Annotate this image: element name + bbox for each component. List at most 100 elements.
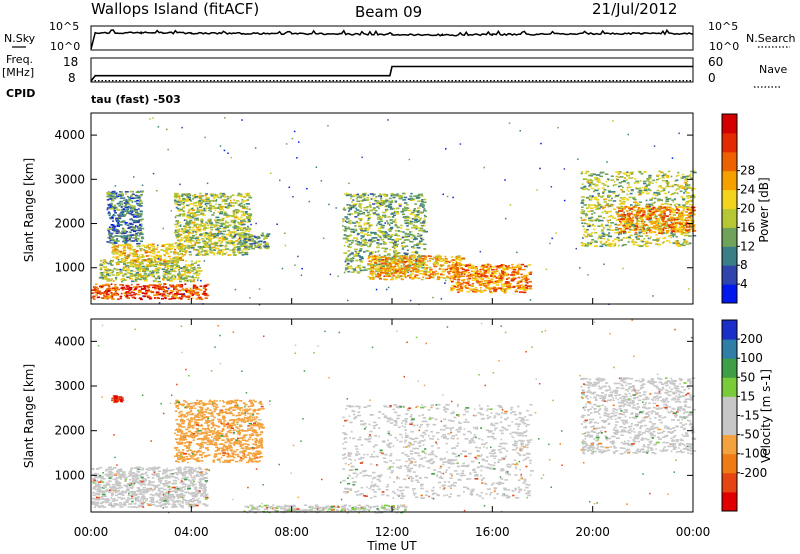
echo-cell [135,216,140,218]
echo-cell [197,195,201,197]
echo-cell [120,206,123,208]
echo-cell [103,295,108,298]
echo-cell [398,252,401,254]
echo-cell [136,269,140,271]
echo-cell [388,203,393,206]
echo-cell [189,219,193,222]
echo-cell [398,261,401,264]
echo-cell [384,230,387,233]
echo-cell [669,185,672,187]
echo-cell [590,173,594,175]
echo-cell [208,244,211,246]
echo-cell [123,202,126,204]
echo-cell [420,224,424,227]
echo-cell [186,196,190,198]
echo-cell [617,171,621,174]
echo-cell [216,247,220,250]
echo-cell [482,275,486,278]
echo-cell [203,244,207,246]
echo-cell [116,263,120,266]
echo-cell [414,262,417,264]
echo-cell [490,287,492,290]
echo-cell [120,259,123,261]
echo-cell [182,230,185,233]
echo-cell [377,269,381,272]
echo-cell [371,270,374,272]
echo-cell [133,274,137,276]
echo-cell [111,271,114,274]
echo-cell [386,254,391,256]
echo-cell [623,179,626,182]
echo-cell [499,265,503,267]
echo-cell [180,199,184,202]
echo-cell [394,268,398,270]
echo-cell [180,236,183,239]
echo-cell [690,199,693,202]
echo-cell [196,230,199,232]
echo-cell [406,275,411,277]
echo-cell [139,248,143,250]
echo-cell [151,270,156,272]
echo-cell [594,177,599,179]
echo-cell [609,224,612,227]
echo-cell [124,222,128,224]
echo-cell [141,244,146,247]
echo-cell [111,236,114,239]
echo-cell [220,251,224,253]
echo-cell [597,203,601,206]
echo-cell [444,268,448,271]
echo-cell [174,248,177,251]
echo-cell [180,230,184,233]
echo-cell [208,247,213,250]
echo-cell [683,205,685,208]
echo-cell [471,283,474,285]
echo-cell [369,245,372,247]
echo-cell [412,247,416,249]
echo-cell [374,262,377,264]
echo-cell [673,198,676,200]
echo-cell [408,268,411,271]
echo-cell [208,209,211,212]
echo-cell [528,273,532,275]
noise-right-top-tick: 10^5 [708,20,738,33]
echo-cell [192,291,194,293]
echo-cell [121,220,126,222]
echo-cell [111,289,114,291]
echo-cell [247,215,252,218]
echo-cell [176,292,178,295]
echo-cell [681,187,686,190]
echo-cell [148,254,151,257]
echo-cell [666,176,670,179]
echo-cell [177,242,180,245]
echo-cell [174,276,177,279]
echo-cell [397,276,401,278]
echo-cell [371,259,374,261]
echo-cell [404,267,408,269]
echo-cell [368,255,372,258]
echo-cell [588,219,592,222]
echo-cell [197,260,201,263]
echo-cell [203,223,207,225]
echo-cell [118,250,122,253]
echo-cell [489,264,492,266]
echo-cell [174,275,177,278]
echo-cell [243,243,245,246]
echo-cell [113,227,116,230]
echo-cell [243,239,246,242]
echo-cell [163,295,167,297]
echo-cell [154,294,158,296]
echo-cell [597,178,601,180]
echo-cell [589,244,592,246]
echo-cell [134,287,138,290]
echo-cell [410,260,412,263]
echo-cell [653,197,657,200]
echo-cell [687,195,692,198]
echo-cell [156,256,160,259]
echo-cell [228,224,232,226]
echo-cell [638,217,640,219]
echo-cell [675,240,679,242]
echo-cell [248,193,250,196]
echo-cell [144,292,148,295]
echo-cell [384,258,388,261]
echo-cell [192,278,195,280]
